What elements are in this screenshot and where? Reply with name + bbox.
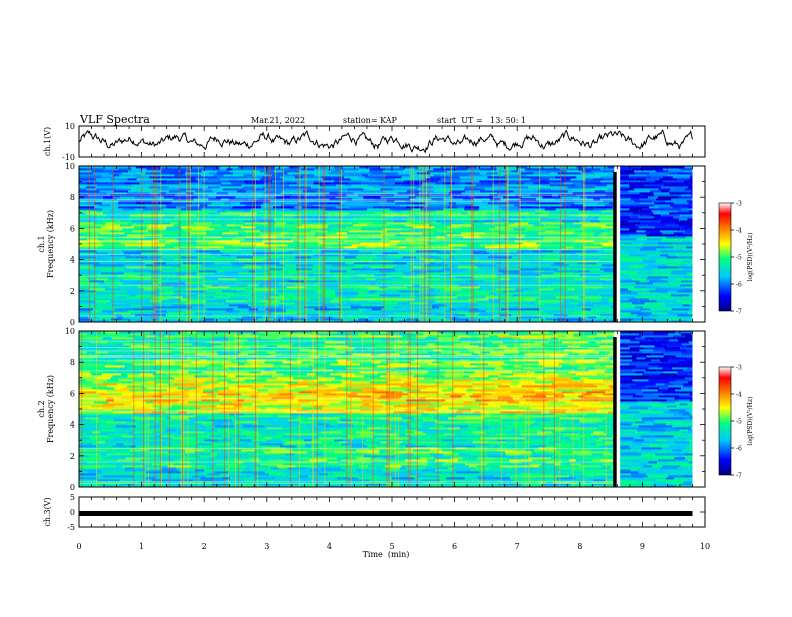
sferic-line [424,166,425,322]
event-spike [613,172,617,322]
sferic-line [186,166,187,322]
sferic-line [157,166,158,322]
narrowband-line [79,261,614,262]
sferic-line [283,166,284,322]
sferic-line [413,166,414,322]
sferic-line [305,166,306,322]
sferic-line [499,166,500,322]
sferic-line [319,166,320,322]
sferic-line [94,166,95,322]
sferic-line [270,166,271,322]
sferic-line [420,166,421,322]
sferic-line [141,166,142,322]
sferic-line [255,166,256,322]
sferic-line [493,166,494,322]
sferic-line [324,166,325,322]
sferic-line [565,166,566,322]
sferic-line [160,166,161,322]
narrowband-line [79,249,614,250]
sferic-line [306,166,307,322]
narrowband-line [79,237,614,238]
sferic-line [473,166,474,322]
sferic-line [198,166,199,322]
start-time-label: start UT = 13: 50: 1 [437,116,526,125]
sferic-line [179,166,180,322]
ch1-waveform-line [79,130,693,152]
sferic-line [341,166,342,322]
sferic-line [426,166,427,322]
sferic-line [89,166,90,322]
narrowband-line [79,285,614,286]
narrowband-line [79,241,614,242]
sferic-line [298,166,299,322]
sferic-line [444,166,445,322]
narrowband-line [79,254,614,255]
sferic-line [268,166,269,322]
narrowband-line [79,219,614,220]
sferic-line [451,166,452,322]
sferic-line [339,166,340,322]
sferic-line [275,166,276,322]
sferic-line [539,166,540,322]
sferic-line [411,166,412,322]
sferic-line [520,166,521,322]
sferic-line [471,166,472,322]
station-label: station= KAP [343,116,398,125]
narrowband-line [79,199,614,200]
narrowband-line [79,276,614,277]
sferic-line [323,166,324,322]
sferic-line [507,166,508,322]
date-label: Mar.21, 2022 [251,116,305,125]
sferic-line [384,166,385,322]
sferic-line [299,166,300,322]
sferic-line [429,166,430,322]
sferic-line [583,166,584,322]
ch1-spectrogram-panel [79,166,705,322]
sferic-line [265,166,266,322]
sferic-line [152,166,153,322]
sferic-line [190,166,191,322]
narrowband-line [79,195,614,196]
figure-title: VLF Spectra [79,113,150,126]
sferic-line [422,166,423,322]
sferic-line [505,166,506,322]
sferic-line [155,166,156,322]
sferic-line [560,166,561,322]
sferic-line [508,166,509,322]
narrowband-line [79,201,614,202]
sferic-line [188,166,189,322]
sferic-line [584,166,585,322]
sferic-line [252,166,253,322]
narrowband-line [79,194,614,195]
narrowband-line [79,316,614,317]
sferic-line [112,166,113,322]
sferic-line [204,166,205,322]
narrowband-line [79,215,614,216]
ch1-waveform-panel [79,130,693,152]
ch2-spectrogram-panel [79,331,705,487]
